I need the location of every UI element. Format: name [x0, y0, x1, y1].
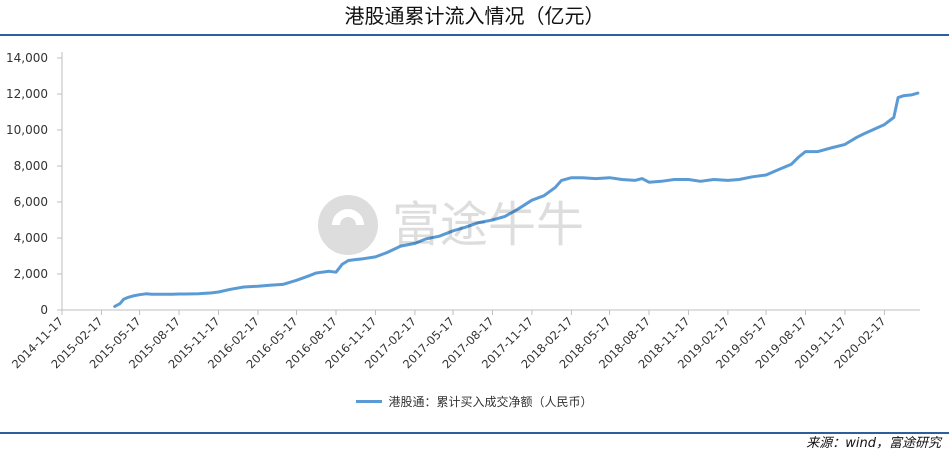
legend-line-swatch [356, 399, 383, 403]
x-axis: 2014-11-172015-02-172015-05-172015-08-17… [9, 309, 920, 371]
top-divider [0, 34, 949, 36]
y-tick-label: 0 [40, 303, 48, 317]
chart-legend: 港股通：累计买入成交净额（人民币） [0, 392, 949, 410]
y-tick-label: 4,000 [14, 231, 48, 245]
y-axis: 0 2,000 4,000 6,000 8,000 10,000 12,000 14,000 [6, 51, 63, 317]
chart-title: 港股通累计流入情况（亿元） [344, 4, 605, 28]
y-tick-label: 10,000 [6, 123, 48, 137]
y-tick-label: 6,000 [14, 195, 48, 209]
y-tick-label: 12,000 [6, 87, 48, 101]
y-tick-label: 8,000 [14, 159, 48, 173]
bottom-divider [0, 432, 949, 434]
watermark-logo-icon [318, 195, 378, 255]
plot-area [113, 91, 920, 308]
y-tick-label: 14,000 [6, 51, 48, 65]
y-tick-label: 2,000 [14, 267, 48, 281]
watermark-text: 富途牛牛 [392, 197, 584, 253]
legend-label: 港股通：累计买入成交净额（人民币） [388, 394, 593, 409]
futu-watermark: 富途牛牛 [318, 195, 584, 255]
series-line-0 [113, 91, 920, 308]
line-chart: 02,0004,0006,0008,00010,00012,00014,000 … [6, 51, 920, 371]
source-note: 来源：wind，富途研究 [806, 436, 941, 451]
